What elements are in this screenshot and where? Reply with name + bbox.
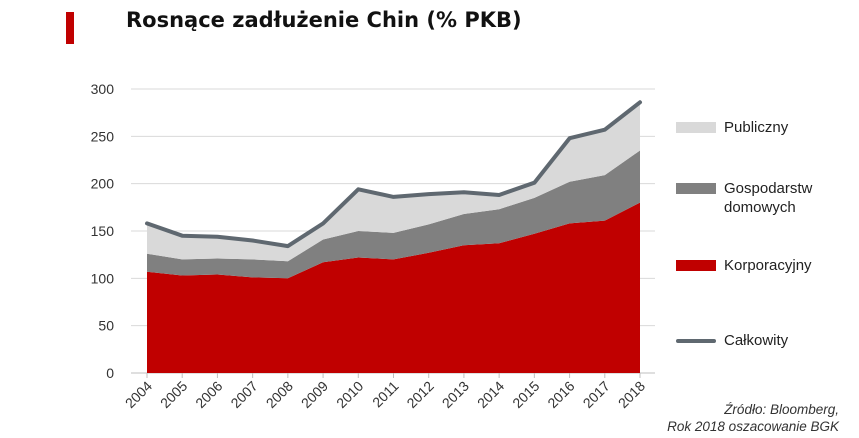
y-tick-label-0: 0 [106, 365, 114, 381]
x-tick-label-2018: 2018 [615, 378, 648, 411]
legend: Publiczny Gospodarstw domowych Korporacy… [676, 118, 856, 349]
line-total [145, 100, 642, 249]
legend-item-public: Publiczny [676, 118, 856, 138]
x-tick-label-2013: 2013 [439, 378, 472, 411]
area-gospodarstw-domowych [147, 150, 640, 279]
y-tick-label-150: 150 [91, 223, 115, 239]
x-tick-label-2005: 2005 [157, 378, 190, 411]
source-note: Źródło: Bloomberg, Rok 2018 oszacowanie … [667, 401, 839, 435]
legend-swatch-corporate [676, 260, 716, 271]
source-line-2: Rok 2018 oszacowanie BGK [667, 419, 839, 434]
x-tick-label-2011: 2011 [369, 378, 402, 411]
area-publiczny [147, 102, 640, 262]
legend-item-corporate: Korporacyjny [676, 256, 856, 276]
x-tick-label-2004: 2004 [122, 378, 155, 411]
y-tick-label-100: 100 [91, 270, 115, 286]
y-tick-label-50: 50 [98, 318, 114, 334]
legend-swatch-public [676, 122, 716, 133]
x-tick-label-2007: 2007 [227, 378, 260, 411]
y-tick-label-250: 250 [91, 128, 115, 144]
x-tick-label-2012: 2012 [403, 378, 436, 411]
x-tick-label-2014: 2014 [474, 378, 507, 411]
x-tick-label-2006: 2006 [192, 378, 225, 411]
legend-item-total: Całkowity [676, 331, 856, 351]
legend-swatch-households [676, 183, 716, 194]
x-tick-label-2010: 2010 [333, 378, 366, 411]
y-tick-label-200: 200 [91, 176, 115, 192]
y-tick-label-300: 300 [91, 81, 115, 97]
legend-item-households: Gospodarstw domowych [676, 179, 856, 216]
chart-title: Rosnące zadłużenie Chin (% PKB) [126, 8, 522, 32]
x-tick-label-2009: 2009 [298, 378, 331, 411]
x-tick-label-2016: 2016 [544, 378, 577, 411]
legend-label-corporate: Korporacyjny [724, 257, 812, 274]
legend-label-total: Całkowity [724, 332, 789, 349]
legend-swatch-total [676, 339, 716, 343]
x-tick-label-2008: 2008 [263, 378, 296, 411]
legend-label-households: Gospodarstw domowych [724, 180, 813, 216]
source-line-1: Źródło: Bloomberg, [724, 402, 839, 417]
x-tick-label-2015: 2015 [509, 378, 542, 411]
legend-label-public: Publiczny [724, 119, 789, 136]
area-korporacyjny [147, 202, 640, 373]
title-accent-bar [66, 12, 74, 44]
x-tick-label-2017: 2017 [580, 378, 613, 411]
